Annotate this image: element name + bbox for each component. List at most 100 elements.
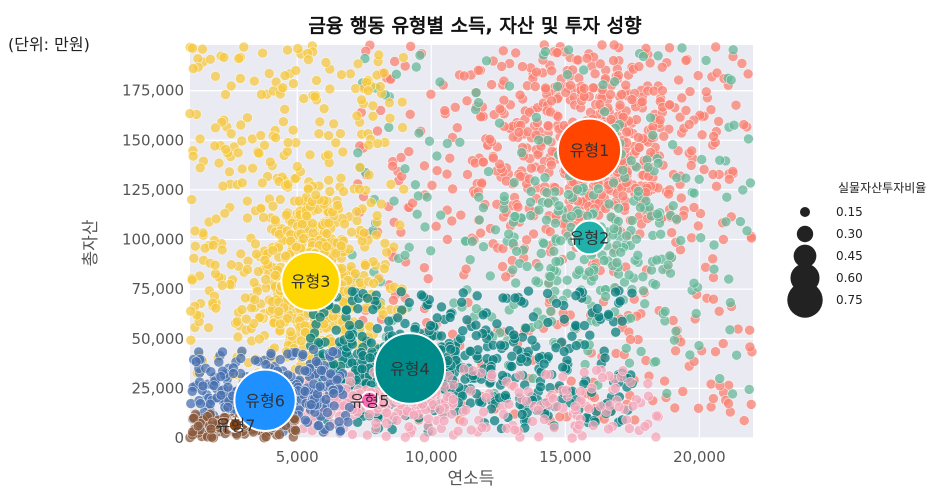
scatter-point xyxy=(738,119,750,130)
scatter-point xyxy=(254,333,265,345)
scatter-point xyxy=(213,356,225,368)
scatter-point xyxy=(470,87,482,98)
scatter-point xyxy=(489,415,500,427)
scatter-point xyxy=(625,155,637,166)
scatter-point xyxy=(398,52,409,63)
scatter-point xyxy=(676,42,688,54)
scatter-point xyxy=(658,131,670,142)
scatter-point xyxy=(425,245,437,257)
scatter-point xyxy=(563,189,574,200)
scatter-point xyxy=(238,41,250,53)
scatter-point xyxy=(328,388,340,399)
scatter-point xyxy=(553,200,565,211)
scatter-point xyxy=(597,79,609,91)
scatter-point xyxy=(368,278,379,289)
scatter-point xyxy=(621,230,632,242)
scatter-point xyxy=(235,248,247,260)
scatter-point xyxy=(259,140,270,151)
scatter-point xyxy=(675,192,687,204)
scatter-point xyxy=(242,195,253,207)
scatter-point xyxy=(422,273,434,285)
scatter-point xyxy=(435,209,447,221)
scatter-point xyxy=(645,112,656,124)
scatter-point xyxy=(500,271,512,283)
scatter-point xyxy=(249,294,260,305)
scatter-point xyxy=(572,54,584,66)
scatter-point xyxy=(664,250,676,262)
scatter-point xyxy=(542,134,554,146)
scatter-point xyxy=(684,349,696,361)
scatter-point xyxy=(430,221,442,232)
scatter-point xyxy=(572,184,583,195)
scatter-point xyxy=(249,75,260,87)
scatter-point xyxy=(642,378,654,390)
scatter-point xyxy=(260,274,271,285)
scatter-point xyxy=(423,413,434,425)
scatter-point xyxy=(399,250,411,261)
scatter-point xyxy=(635,202,646,213)
scatter-point xyxy=(551,47,563,59)
scatter-point xyxy=(269,269,281,281)
scatter-point xyxy=(387,160,398,172)
legend: 실물자산투자비율 0.15 0.30 0.45 0.60 0.75 xyxy=(787,181,926,318)
scatter-point xyxy=(316,365,327,376)
scatter-point xyxy=(723,398,734,409)
scatter-point xyxy=(575,386,586,397)
scatter-point xyxy=(717,338,729,349)
scatter-point xyxy=(745,399,757,410)
scatter-point xyxy=(205,366,217,378)
y-tick-label: 0 xyxy=(174,429,184,447)
scatter-point xyxy=(267,245,279,256)
scatter-point xyxy=(225,128,237,139)
scatter-point xyxy=(516,409,528,420)
y-axis-label: 총자산 xyxy=(81,219,101,266)
scatter-point xyxy=(700,55,712,66)
scatter-point xyxy=(378,67,390,79)
scatter-point xyxy=(367,100,379,111)
scatter-point xyxy=(195,398,206,409)
scatter-point xyxy=(303,54,314,66)
scatter-point xyxy=(405,41,417,52)
scatter-point xyxy=(551,297,562,309)
scatter-point xyxy=(404,109,416,120)
scatter-point xyxy=(542,120,554,131)
scatter-point xyxy=(460,263,472,275)
scatter-point xyxy=(481,55,492,67)
scatter-point xyxy=(360,259,371,271)
scatter-point xyxy=(610,383,621,394)
scatter-point xyxy=(308,344,319,355)
scatter-point xyxy=(207,240,219,251)
scatter-point xyxy=(651,254,663,266)
scatter-point xyxy=(565,80,576,91)
scatter-point xyxy=(278,116,289,127)
scatter-point xyxy=(594,58,606,70)
scatter-point xyxy=(356,331,368,342)
scatter-point xyxy=(533,134,545,146)
scatter-point xyxy=(231,316,243,327)
scatter-point xyxy=(210,71,221,82)
scatter-point xyxy=(226,259,237,271)
scatter-point xyxy=(399,431,411,443)
scatter-point xyxy=(546,65,558,77)
scatter-point xyxy=(364,408,375,420)
scatter-point xyxy=(381,246,392,258)
scatter-point xyxy=(711,181,722,192)
scatter-point xyxy=(617,164,629,176)
scatter-point xyxy=(358,227,370,239)
scatter-point xyxy=(542,197,554,209)
scatter-point xyxy=(627,400,639,412)
scatter-point xyxy=(209,259,221,271)
scatter-point xyxy=(741,225,753,237)
scatter-point xyxy=(708,393,719,404)
scatter-point xyxy=(600,291,611,302)
scatter-point xyxy=(570,401,581,413)
scatter-point xyxy=(473,191,485,203)
scatter-point xyxy=(570,290,582,302)
scatter-point xyxy=(529,175,541,187)
scatter-point xyxy=(314,311,326,323)
scatter-point xyxy=(698,164,710,175)
scatter-point xyxy=(510,47,522,59)
scatter-point xyxy=(573,419,585,431)
scatter-point xyxy=(744,341,756,353)
x-tick-label: 5,000 xyxy=(276,448,319,466)
